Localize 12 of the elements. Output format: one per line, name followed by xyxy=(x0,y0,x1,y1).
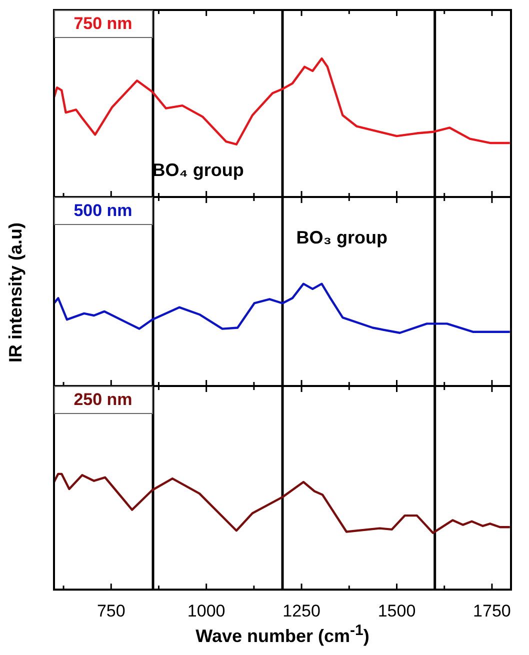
x-tick-label: 1750 xyxy=(473,601,511,620)
text: 500 nm xyxy=(74,201,132,220)
x-tick-label: 750 xyxy=(96,601,126,620)
text: 750 nm xyxy=(74,14,132,34)
text: BO₃ group xyxy=(296,228,388,248)
y-axis-title: IR intensity (a.u) xyxy=(6,222,26,362)
x-tick-label: 1000 xyxy=(187,601,226,620)
annotation: BO₄ group xyxy=(152,160,244,180)
text: 250 nm xyxy=(74,390,132,410)
x-tick-label: 1250 xyxy=(282,601,320,620)
x-tick-label: 1500 xyxy=(378,601,416,620)
x-axis-title: Wave number (cm$^{-1}$) xyxy=(194,622,370,647)
